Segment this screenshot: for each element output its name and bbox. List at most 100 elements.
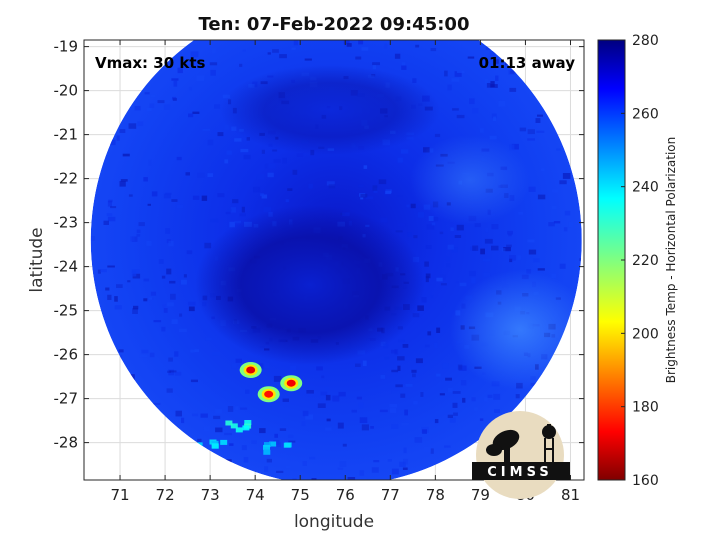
x-tick-label: 76 (336, 486, 355, 504)
texture-pixel (445, 256, 450, 262)
texture-pixel (395, 230, 403, 233)
y-tick-label: -25 (54, 302, 79, 320)
satellite-dish-icon (486, 429, 520, 462)
texture-pixel (389, 404, 398, 408)
convective-pixel (283, 442, 291, 448)
texture-pixel (421, 297, 427, 303)
texture-pixel (309, 456, 316, 460)
texture-pixel (200, 2, 203, 6)
texture-pixel (479, 418, 484, 421)
texture-pixel (493, 116, 497, 121)
texture-pixel (141, 349, 149, 354)
chart-title: Ten: 07-Feb-2022 09:45:00 (199, 14, 470, 35)
texture-pixel (373, 8, 380, 13)
colorbar-tick-label: 220 (632, 253, 659, 269)
texture-pixel (217, 479, 225, 480)
texture-pixel (434, 133, 441, 138)
texture-pixel (175, 410, 182, 417)
texture-pixel (144, 16, 148, 19)
texture-pixel (144, 13, 151, 15)
texture-pixel (397, 365, 401, 371)
texture-pixel (166, 239, 171, 244)
texture-pixel (161, 326, 166, 332)
y-tick-label: -26 (54, 346, 79, 364)
texture-pixel (276, 442, 281, 448)
texture-pixel (258, 363, 264, 369)
texture-pixel (527, 129, 535, 135)
texture-pixel (273, 159, 281, 163)
colorbar-tick-label: 160 (632, 473, 659, 489)
texture-pixel (273, 375, 282, 382)
texture-pixel (410, 203, 416, 209)
texture-pixel (456, 114, 465, 119)
texture-pixel (144, 485, 152, 490)
convective-pixel (269, 441, 277, 447)
texture-pixel (528, 249, 537, 255)
texture-pixel (161, 275, 166, 279)
texture-pixel (131, 270, 137, 277)
texture-pixel (519, 127, 527, 132)
colorbar-ticks: 280 260 240 220 200 180 160 (621, 33, 659, 489)
texture-pixel (358, 184, 364, 188)
texture-pixel (417, 305, 424, 311)
texture-pixel (427, 331, 432, 336)
texture-pixel (119, 129, 126, 133)
texture-pixel (267, 163, 276, 169)
texture-pixel (562, 173, 571, 179)
texture-pixel (136, 229, 141, 234)
texture-pixel (399, 461, 406, 467)
texture-pixel (548, 222, 555, 227)
texture-pixel (259, 428, 266, 434)
texture-pixel (306, 390, 314, 394)
texture-pixel (224, 125, 229, 130)
texture-pixel (166, 388, 173, 393)
texture-pixel (127, 280, 131, 283)
texture-pixel (171, 319, 178, 324)
texture-pixel (503, 247, 511, 252)
texture-pixel (234, 4, 241, 6)
texture-pixel (200, 413, 208, 418)
texture-pixel (332, 395, 340, 402)
texture-pixel (405, 383, 413, 387)
texture-pixel (384, 356, 390, 360)
texture-pixel (535, 118, 541, 123)
texture-pixel (204, 242, 212, 249)
texture-pixel (290, 365, 297, 371)
texture-pixel (203, 426, 210, 432)
texture-pixel (202, 128, 210, 131)
texture-pixel (287, 188, 293, 191)
texture-pixel (361, 424, 369, 431)
texture-pixel (237, 484, 241, 488)
texture-pixel (372, 62, 380, 66)
texture-pixel (287, 434, 294, 438)
texture-pixel (404, 409, 408, 416)
texture-pixel (472, 108, 479, 114)
texture-pixel (116, 284, 123, 288)
texture-pixel (167, 302, 174, 307)
y-tick-label: -28 (54, 434, 79, 452)
texture-pixel (195, 4, 199, 7)
texture-pixel (169, 370, 177, 373)
texture-pixel (444, 70, 448, 77)
texture-pixel (456, 70, 465, 73)
texture-pixel (147, 108, 152, 112)
texture-pixel (428, 216, 434, 221)
texture-pixel (326, 418, 331, 422)
texture-pixel (147, 203, 151, 206)
texture-pixel (498, 100, 506, 107)
texture-pixel (509, 87, 517, 92)
texture-pixel (241, 445, 247, 451)
texture-pixel (105, 287, 110, 291)
texture-pixel (337, 467, 344, 470)
texture-pixel (108, 199, 113, 203)
texture-pixel (373, 460, 380, 463)
texture-pixel (224, 432, 232, 436)
texture-pixel (425, 276, 429, 283)
texture-pixel (165, 228, 171, 234)
texture-pixel (190, 379, 198, 383)
texture-pixel (226, 150, 232, 155)
texture-pixel (251, 440, 257, 444)
texture-pixel (148, 297, 152, 300)
texture-pixel (181, 417, 185, 424)
texture-pixel (351, 409, 357, 413)
